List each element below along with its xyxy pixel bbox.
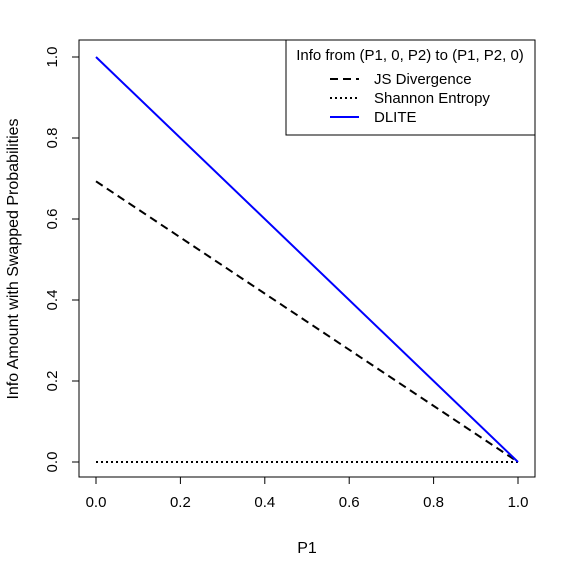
x-tick-label: 0.0 [86, 494, 107, 511]
series-line-js-divergence [95, 180, 519, 463]
series-group [95, 56, 519, 463]
series-line-dlite [95, 56, 519, 463]
y-axis: 0.0 0.2 0.4 0.6 0.8 1.0 [44, 47, 80, 473]
y-tick-label: 0.0 [44, 452, 61, 473]
x-tick-label: 1.0 [508, 494, 529, 511]
x-tick-label: 0.6 [339, 494, 360, 511]
legend-box [285, 39, 536, 136]
y-tick-label: 0.2 [44, 371, 61, 392]
x-tick-label: 0.4 [254, 494, 275, 511]
legend-items: JS Divergence Shannon Entropy DLITE [330, 71, 490, 126]
legend-label-dlite: DLITE [374, 109, 417, 126]
y-tick-label: 0.6 [44, 209, 61, 230]
legend-label-js-divergence: JS Divergence [374, 71, 472, 88]
x-axis: 0.0 0.2 0.4 0.6 0.8 1.0 [86, 476, 529, 511]
y-tick-label: 0.4 [44, 290, 61, 311]
x-axis-title: P1 [297, 540, 317, 557]
x-tick-label: 0.8 [423, 494, 444, 511]
legend-label-shannon-entropy: Shannon Entropy [374, 90, 490, 107]
legend: Info from (P1, 0, P2) to (P1, P2, 0) JS … [285, 39, 536, 136]
y-tick-label: 0.8 [44, 128, 61, 149]
x-tick-label: 0.2 [170, 494, 191, 511]
y-tick-label: 1.0 [44, 47, 61, 68]
y-axis-title: Info Amount with Swapped Probabilities [5, 118, 22, 399]
legend-title: Info from (P1, 0, P2) to (P1, P2, 0) [296, 47, 524, 64]
